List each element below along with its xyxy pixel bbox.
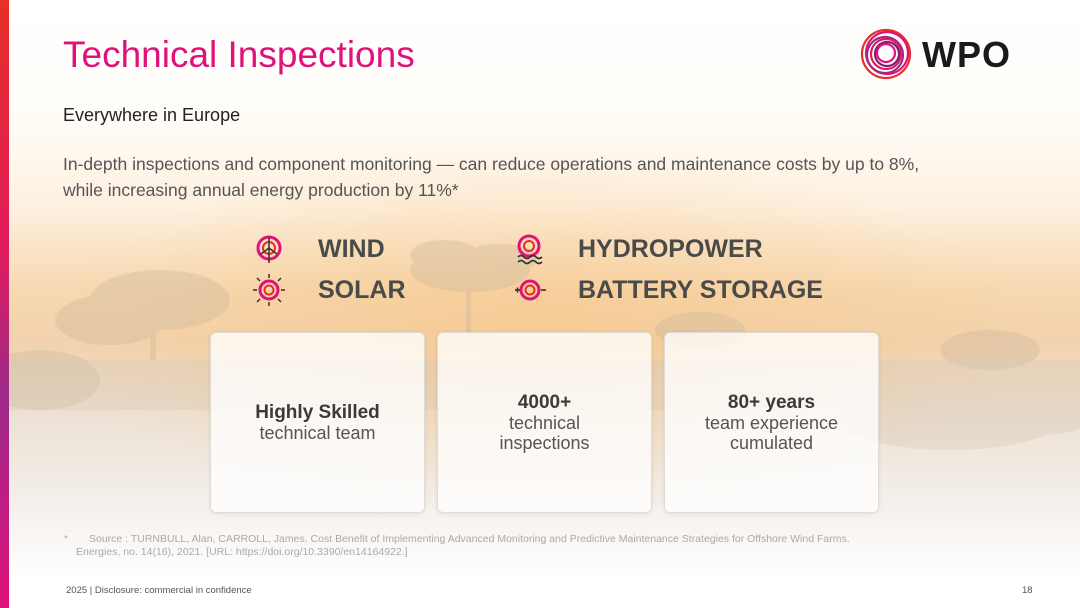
footer-disclosure: 2025 | Disclosure: commercial in confide…: [66, 585, 252, 596]
card-headline: 4000+: [517, 392, 572, 413]
hydropower-icon: [517, 234, 543, 265]
solar-sun-icon: [253, 274, 285, 306]
card-text-line1: technical team: [259, 423, 376, 443]
card-text-line2: inspections: [499, 433, 590, 453]
logo-text: WPO: [922, 34, 1011, 75]
sector-label: HYDROPOWER: [578, 235, 763, 263]
intro-text: In-depth inspections and component monit…: [63, 154, 920, 200]
card-team: Highly Skilled technical team: [210, 332, 425, 513]
battery-storage-icon: [515, 279, 546, 301]
footnote-line1: Source : TURNBULL, Alan, CARROLL, James.…: [89, 533, 850, 545]
sector-label: BATTERY STORAGE: [578, 276, 823, 304]
wind-turbine-icon: [256, 235, 282, 263]
footnote-marker: *: [64, 533, 69, 545]
logo-rings-icon: [860, 28, 912, 80]
card-text-line1: team experience: [704, 413, 839, 433]
source-footnote: * Source : TURNBULL, Alan, CARROLL, Jame…: [64, 533, 944, 559]
card-text-line2: cumulated: [729, 433, 814, 453]
card-inspections: 4000+ technical inspections: [437, 332, 652, 513]
card-experience: 80+ years team experience cumulated: [664, 332, 879, 513]
page-title: Technical Inspections: [63, 34, 415, 75]
wpo-logo: WPO: [858, 26, 1033, 82]
subtitle: Everywhere in Europe: [63, 105, 241, 125]
page-number: 18: [1022, 585, 1033, 596]
sector-label: WIND: [318, 235, 385, 263]
card-headline: Highly Skilled: [255, 402, 380, 423]
footnote-line2: Energies, no. 14(16), 2021. [URL: https:…: [76, 546, 408, 558]
accent-bar: [0, 0, 9, 608]
card-text-line1: technical: [508, 413, 581, 433]
sector-label: SOLAR: [318, 276, 406, 304]
card-headline: 80+ years: [727, 392, 816, 413]
